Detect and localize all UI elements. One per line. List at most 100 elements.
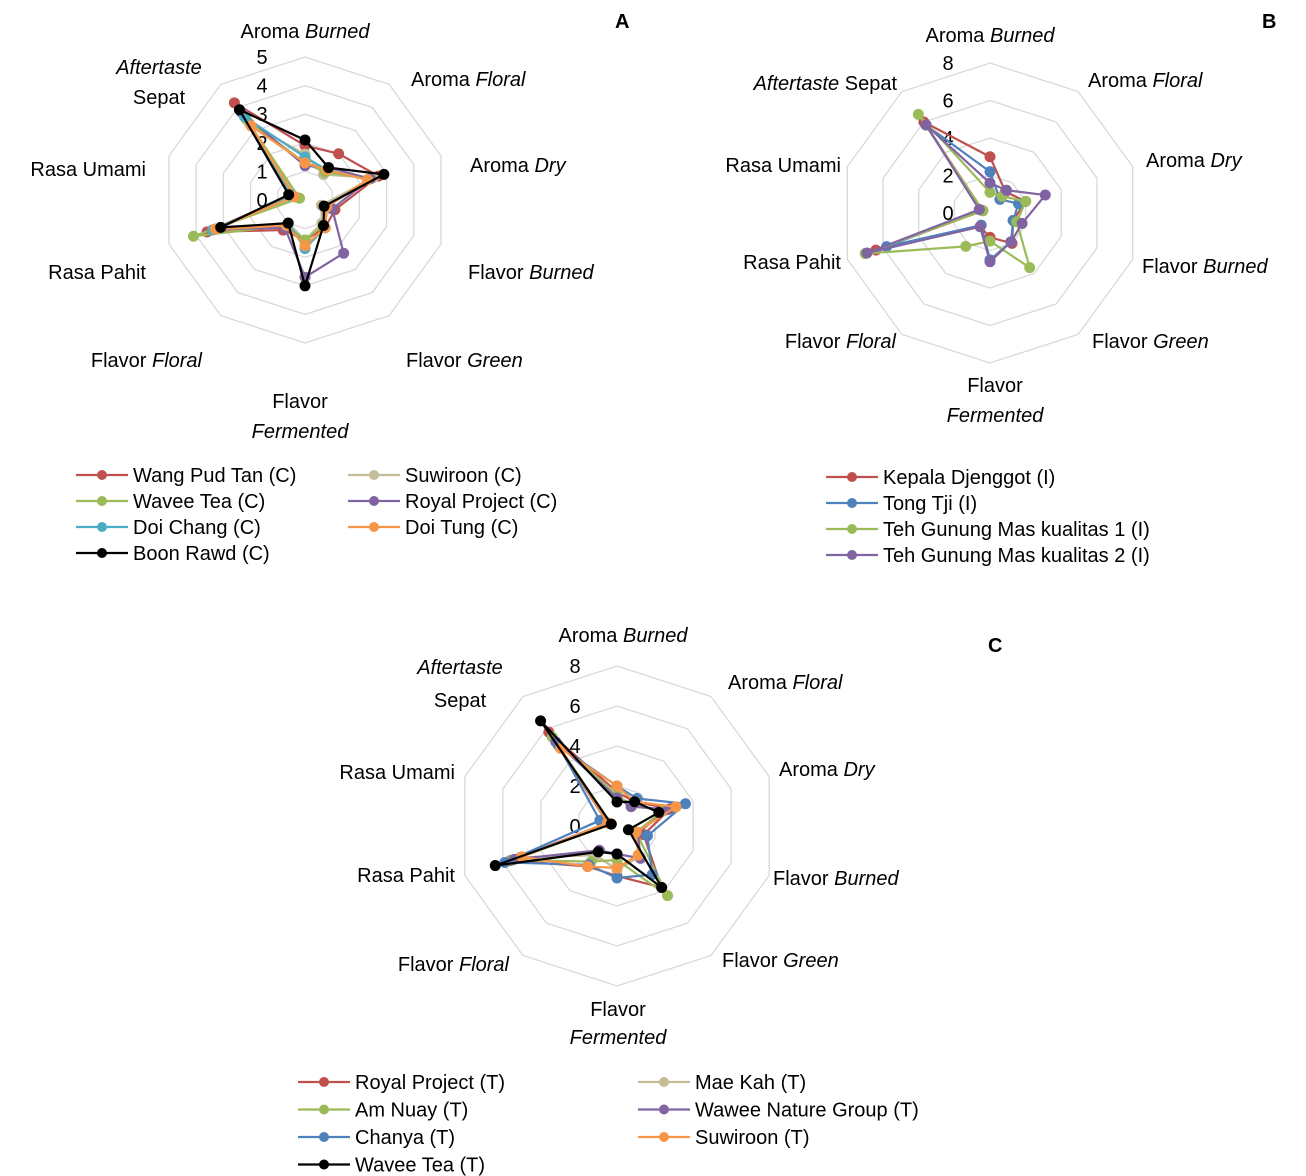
data-point	[611, 780, 623, 792]
axis-label-1: Aroma Floral	[728, 672, 843, 694]
legend-marker	[369, 522, 379, 532]
data-point	[679, 798, 691, 810]
data-point	[920, 119, 932, 131]
panel-letter-b: B	[1262, 11, 1276, 33]
tick-label: 2	[569, 776, 580, 798]
legend-label: Boon Rawd (C)	[133, 543, 270, 565]
legend-marker	[847, 550, 857, 560]
radar-chart-c: 0 2 4 6 8 Aroma Burned Aroma Floral Aroma Dry Fl…	[339, 625, 899, 1049]
grid-ring	[502, 705, 732, 947]
legend-marker	[97, 470, 107, 480]
legend-marker	[847, 524, 857, 534]
grid-ring	[882, 99, 1098, 327]
axis-label-5: Flavor Fermented	[570, 999, 668, 1049]
legend-marker	[97, 496, 107, 506]
data-point	[611, 848, 623, 860]
data-point	[960, 240, 972, 252]
legend-marker	[847, 472, 857, 482]
tick-label: 3	[256, 104, 267, 126]
axis-label-4: Flavor Green	[722, 950, 839, 972]
legend-marker	[369, 470, 379, 480]
data-point	[378, 168, 390, 180]
legend-marker	[659, 1104, 669, 1115]
data-point	[611, 862, 623, 874]
legend-marker	[659, 1077, 669, 1087]
axis-label-4: Flavor Green	[406, 350, 523, 372]
data-point	[233, 104, 245, 116]
legend-c: Royal Project (T) Mae Kah (T) Am Nuay (T) W…	[298, 1072, 919, 1176]
legend-marker	[369, 496, 379, 506]
tick-label: 4	[256, 76, 267, 98]
grid-ring	[846, 62, 1134, 364]
grid-ring	[918, 137, 1062, 289]
data-point	[984, 186, 996, 198]
data-point	[338, 247, 350, 259]
axis-label-7: Rasa Pahit	[48, 262, 146, 284]
axis-label-2: Aroma Dry	[1146, 150, 1243, 172]
data-point	[973, 204, 985, 216]
legend-label: Royal Project (C)	[405, 491, 557, 513]
axis-label-6: Flavor Floral	[785, 331, 897, 353]
data-point	[323, 162, 335, 174]
data-point	[283, 189, 295, 201]
axis-label-9: Aftertaste Sepat	[115, 57, 202, 109]
data-point	[611, 796, 623, 808]
legend-marker	[319, 1077, 329, 1087]
legend-label: Teh Gunung Mas kualitas 1 (I)	[883, 519, 1150, 541]
data-point	[535, 715, 547, 727]
data-point	[670, 801, 682, 813]
data-point	[861, 247, 873, 259]
data-point	[1024, 262, 1036, 274]
data-point	[912, 108, 924, 120]
data-point	[187, 230, 199, 242]
legend-label: Teh Gunung Mas kualitas 2 (I)	[883, 545, 1150, 567]
axis-label-9: Aftertaste Sepat	[753, 73, 898, 95]
legend-marker	[97, 522, 107, 532]
tick-label: 8	[569, 656, 580, 678]
axis-label-0: Aroma Burned	[559, 625, 689, 647]
legend-label: Doi Chang (C)	[133, 517, 261, 539]
legend-marker	[847, 498, 857, 508]
axis-label-2: Aroma Dry	[779, 759, 876, 781]
axis-label-5: Flavor Fermented	[252, 391, 350, 443]
data-point	[656, 881, 668, 893]
panel-letter-c: C	[988, 635, 1002, 657]
legend-label: Tong Tji (I)	[883, 493, 977, 515]
data-point	[592, 846, 604, 858]
data-point	[333, 148, 345, 160]
axis-label-6: Flavor Floral	[91, 350, 203, 372]
data-point	[641, 830, 653, 842]
data-point	[582, 860, 594, 872]
tick-label: 8	[942, 53, 953, 75]
legend-label: Wavee Tea (T)	[355, 1155, 485, 1176]
axis-label-0: Aroma Burned	[926, 25, 1056, 47]
data-point	[299, 240, 311, 252]
series-line	[214, 122, 375, 242]
data-point	[1005, 236, 1017, 248]
legend-marker	[97, 548, 107, 558]
data-point	[984, 256, 996, 268]
grid-ring	[249, 142, 361, 258]
grid-ring	[168, 56, 442, 344]
data-point	[299, 134, 311, 146]
axis-label-2: Aroma Dry	[470, 155, 567, 177]
data-point	[318, 200, 330, 212]
axis-label-7: Rasa Pahit	[357, 865, 455, 887]
data-point	[282, 217, 294, 229]
tick-label: 6	[942, 91, 953, 113]
tick-label: 1	[256, 161, 267, 183]
grid-ring	[277, 170, 333, 230]
axis-label-8: Rasa Umami	[339, 762, 455, 784]
data-point	[984, 151, 996, 163]
data-point	[984, 177, 996, 189]
legend-label: Mae Kah (T)	[695, 1072, 806, 1094]
radar-chart-b: 0 2 4 6 8 Aroma Burned Aroma Floral Aroma Dry Fl…	[725, 25, 1268, 427]
legend-label: Suwiroon (T)	[695, 1127, 809, 1149]
data-point	[984, 166, 996, 178]
data-point	[1020, 195, 1032, 207]
tick-label: 2	[942, 166, 953, 188]
panel-letter-a: A	[615, 11, 629, 33]
axis-label-3: Flavor Burned	[1142, 256, 1268, 278]
axis-label-6: Flavor Floral	[398, 954, 510, 976]
